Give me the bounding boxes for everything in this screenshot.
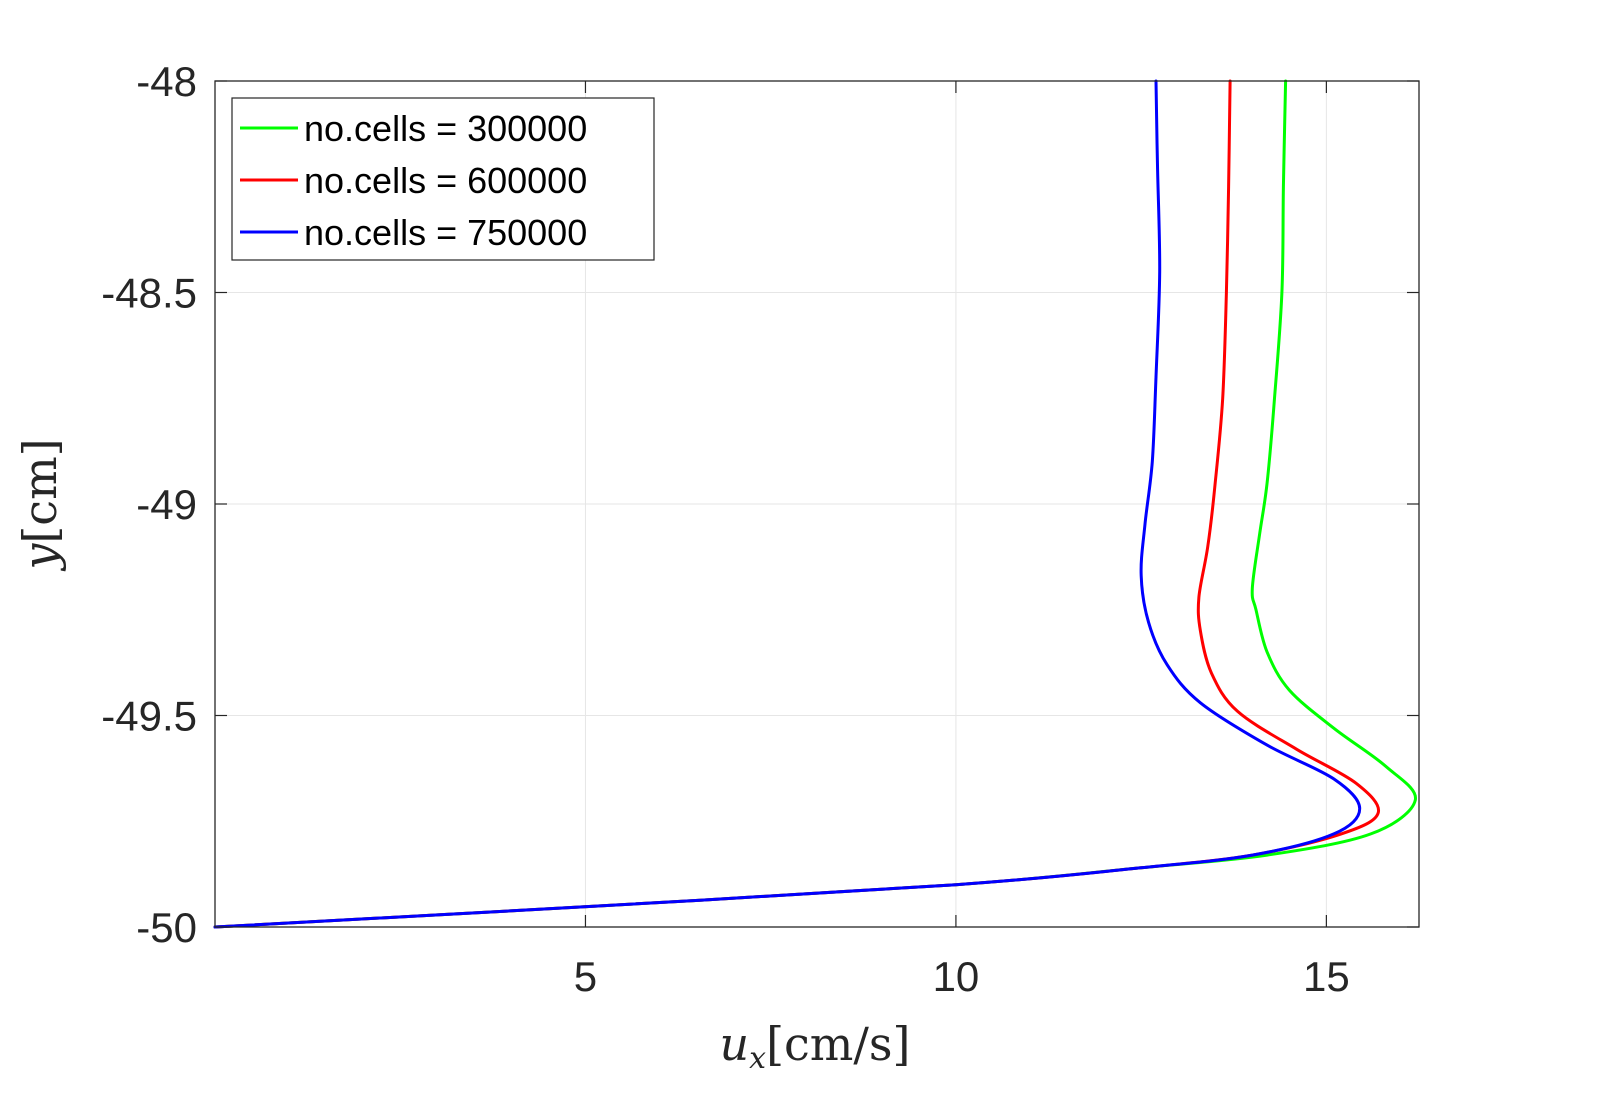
legend-entry-750000: no.cells = 750000 — [304, 212, 587, 253]
tick-layer: 5 10 15 -48 -48.5 -49 -49.5 -50 — [101, 58, 1419, 1000]
y-axis-label-main: y — [13, 543, 67, 572]
legend: no.cells = 300000 no.cells = 600000 no.c… — [231, 97, 655, 261]
x-tick-label: 10 — [933, 953, 980, 1000]
x-axis-label-main: u — [720, 1017, 750, 1071]
legend-entry-600000: no.cells = 600000 — [304, 160, 587, 201]
y-tick-label: -48.5 — [101, 270, 197, 317]
x-axis-label-units: [cm/s] — [766, 1017, 910, 1071]
x-axis-label-sub: x — [749, 1041, 766, 1076]
y-tick-label: -49.5 — [101, 693, 197, 740]
y-tick-label: -50 — [136, 904, 197, 951]
legend-box — [231, 97, 655, 261]
x-tick-label: 5 — [574, 953, 597, 1000]
series-line-750000 — [213, 79, 1362, 929]
y-tick-label: -49 — [136, 481, 197, 528]
legend-entry-300000: no.cells = 300000 — [304, 108, 587, 149]
y-axis-label: y[cm] — [13, 438, 67, 571]
x-axis-label: ux[cm/s] — [720, 1017, 911, 1076]
y-tick-label: -48 — [136, 58, 197, 105]
x-tick-label: 15 — [1303, 953, 1350, 1000]
y-axis-label-units: [cm] — [13, 438, 67, 543]
series-layer — [213, 79, 1417, 929]
